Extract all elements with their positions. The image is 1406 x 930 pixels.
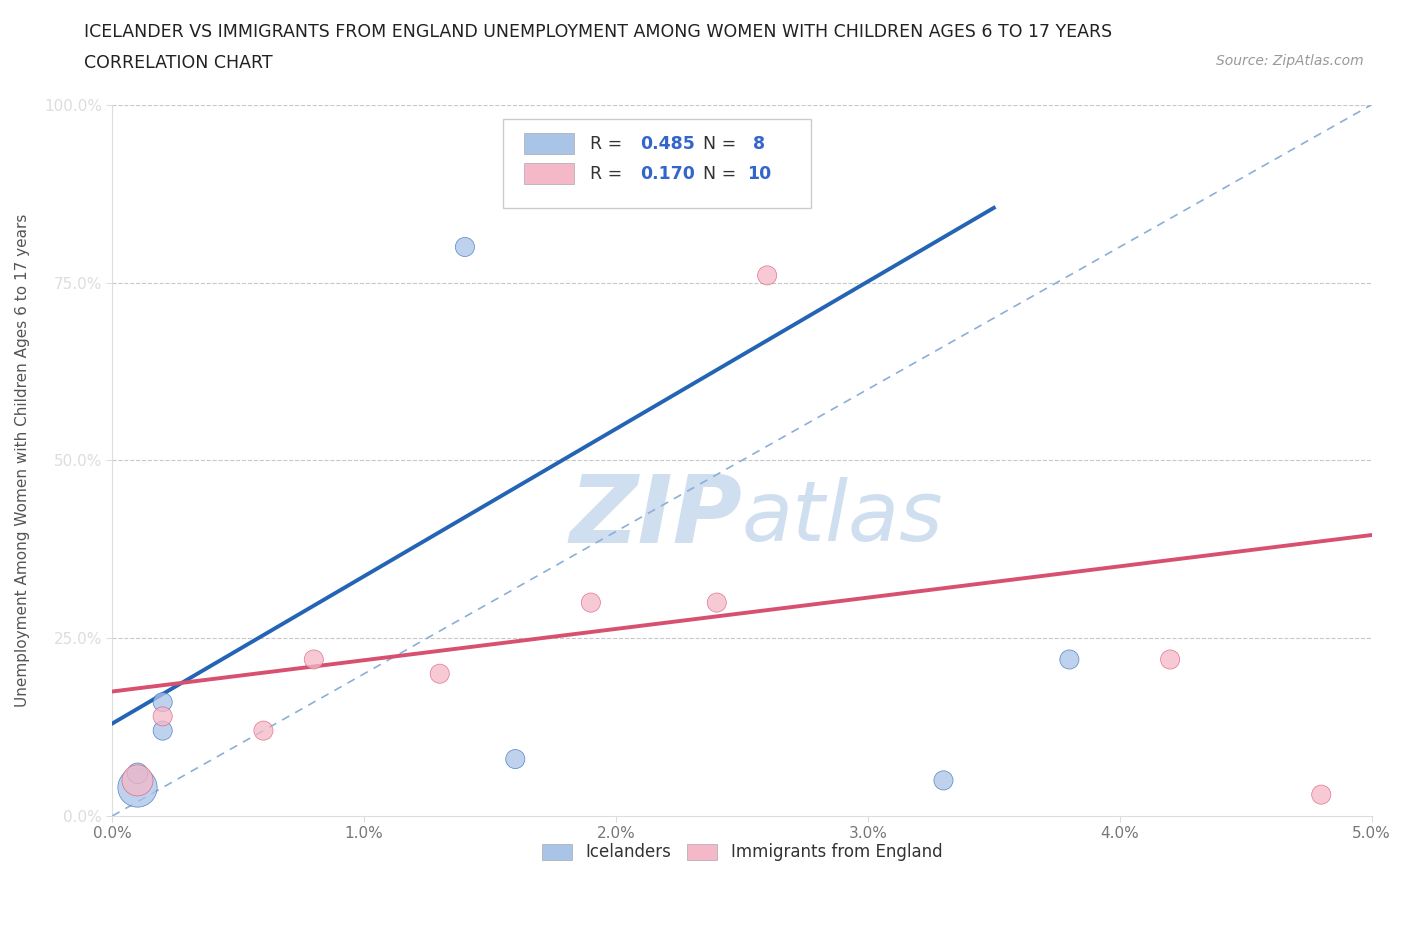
Text: N =: N = bbox=[703, 165, 737, 182]
Point bbox=[429, 666, 451, 681]
Legend: Icelanders, Immigrants from England: Icelanders, Immigrants from England bbox=[534, 837, 949, 868]
Point bbox=[503, 751, 526, 766]
Point bbox=[152, 709, 174, 724]
Point bbox=[1159, 652, 1181, 667]
Text: 8: 8 bbox=[747, 135, 765, 153]
Y-axis label: Unemployment Among Women with Children Ages 6 to 17 years: Unemployment Among Women with Children A… bbox=[15, 214, 30, 707]
FancyBboxPatch shape bbox=[524, 133, 575, 154]
Point bbox=[252, 724, 274, 738]
Text: atlas: atlas bbox=[742, 477, 943, 558]
Text: ZIP: ZIP bbox=[569, 472, 742, 564]
Point bbox=[127, 773, 149, 788]
Point bbox=[706, 595, 728, 610]
FancyBboxPatch shape bbox=[503, 119, 811, 207]
Point bbox=[152, 724, 174, 738]
Point bbox=[932, 773, 955, 788]
Point bbox=[1310, 787, 1333, 802]
Text: CORRELATION CHART: CORRELATION CHART bbox=[84, 54, 273, 72]
FancyBboxPatch shape bbox=[524, 163, 575, 184]
Point bbox=[756, 268, 779, 283]
Point bbox=[302, 652, 325, 667]
Text: ICELANDER VS IMMIGRANTS FROM ENGLAND UNEMPLOYMENT AMONG WOMEN WITH CHILDREN AGES: ICELANDER VS IMMIGRANTS FROM ENGLAND UNE… bbox=[84, 23, 1112, 41]
Point bbox=[127, 765, 149, 780]
Text: R =: R = bbox=[589, 165, 621, 182]
Text: Source: ZipAtlas.com: Source: ZipAtlas.com bbox=[1216, 54, 1364, 68]
Point bbox=[1059, 652, 1081, 667]
Point bbox=[127, 780, 149, 795]
Point bbox=[579, 595, 602, 610]
Text: N =: N = bbox=[703, 135, 737, 153]
Text: 10: 10 bbox=[747, 165, 772, 182]
Point bbox=[152, 695, 174, 710]
Text: 0.485: 0.485 bbox=[640, 135, 695, 153]
Text: R =: R = bbox=[589, 135, 621, 153]
Text: 0.170: 0.170 bbox=[640, 165, 695, 182]
Point bbox=[454, 240, 477, 255]
